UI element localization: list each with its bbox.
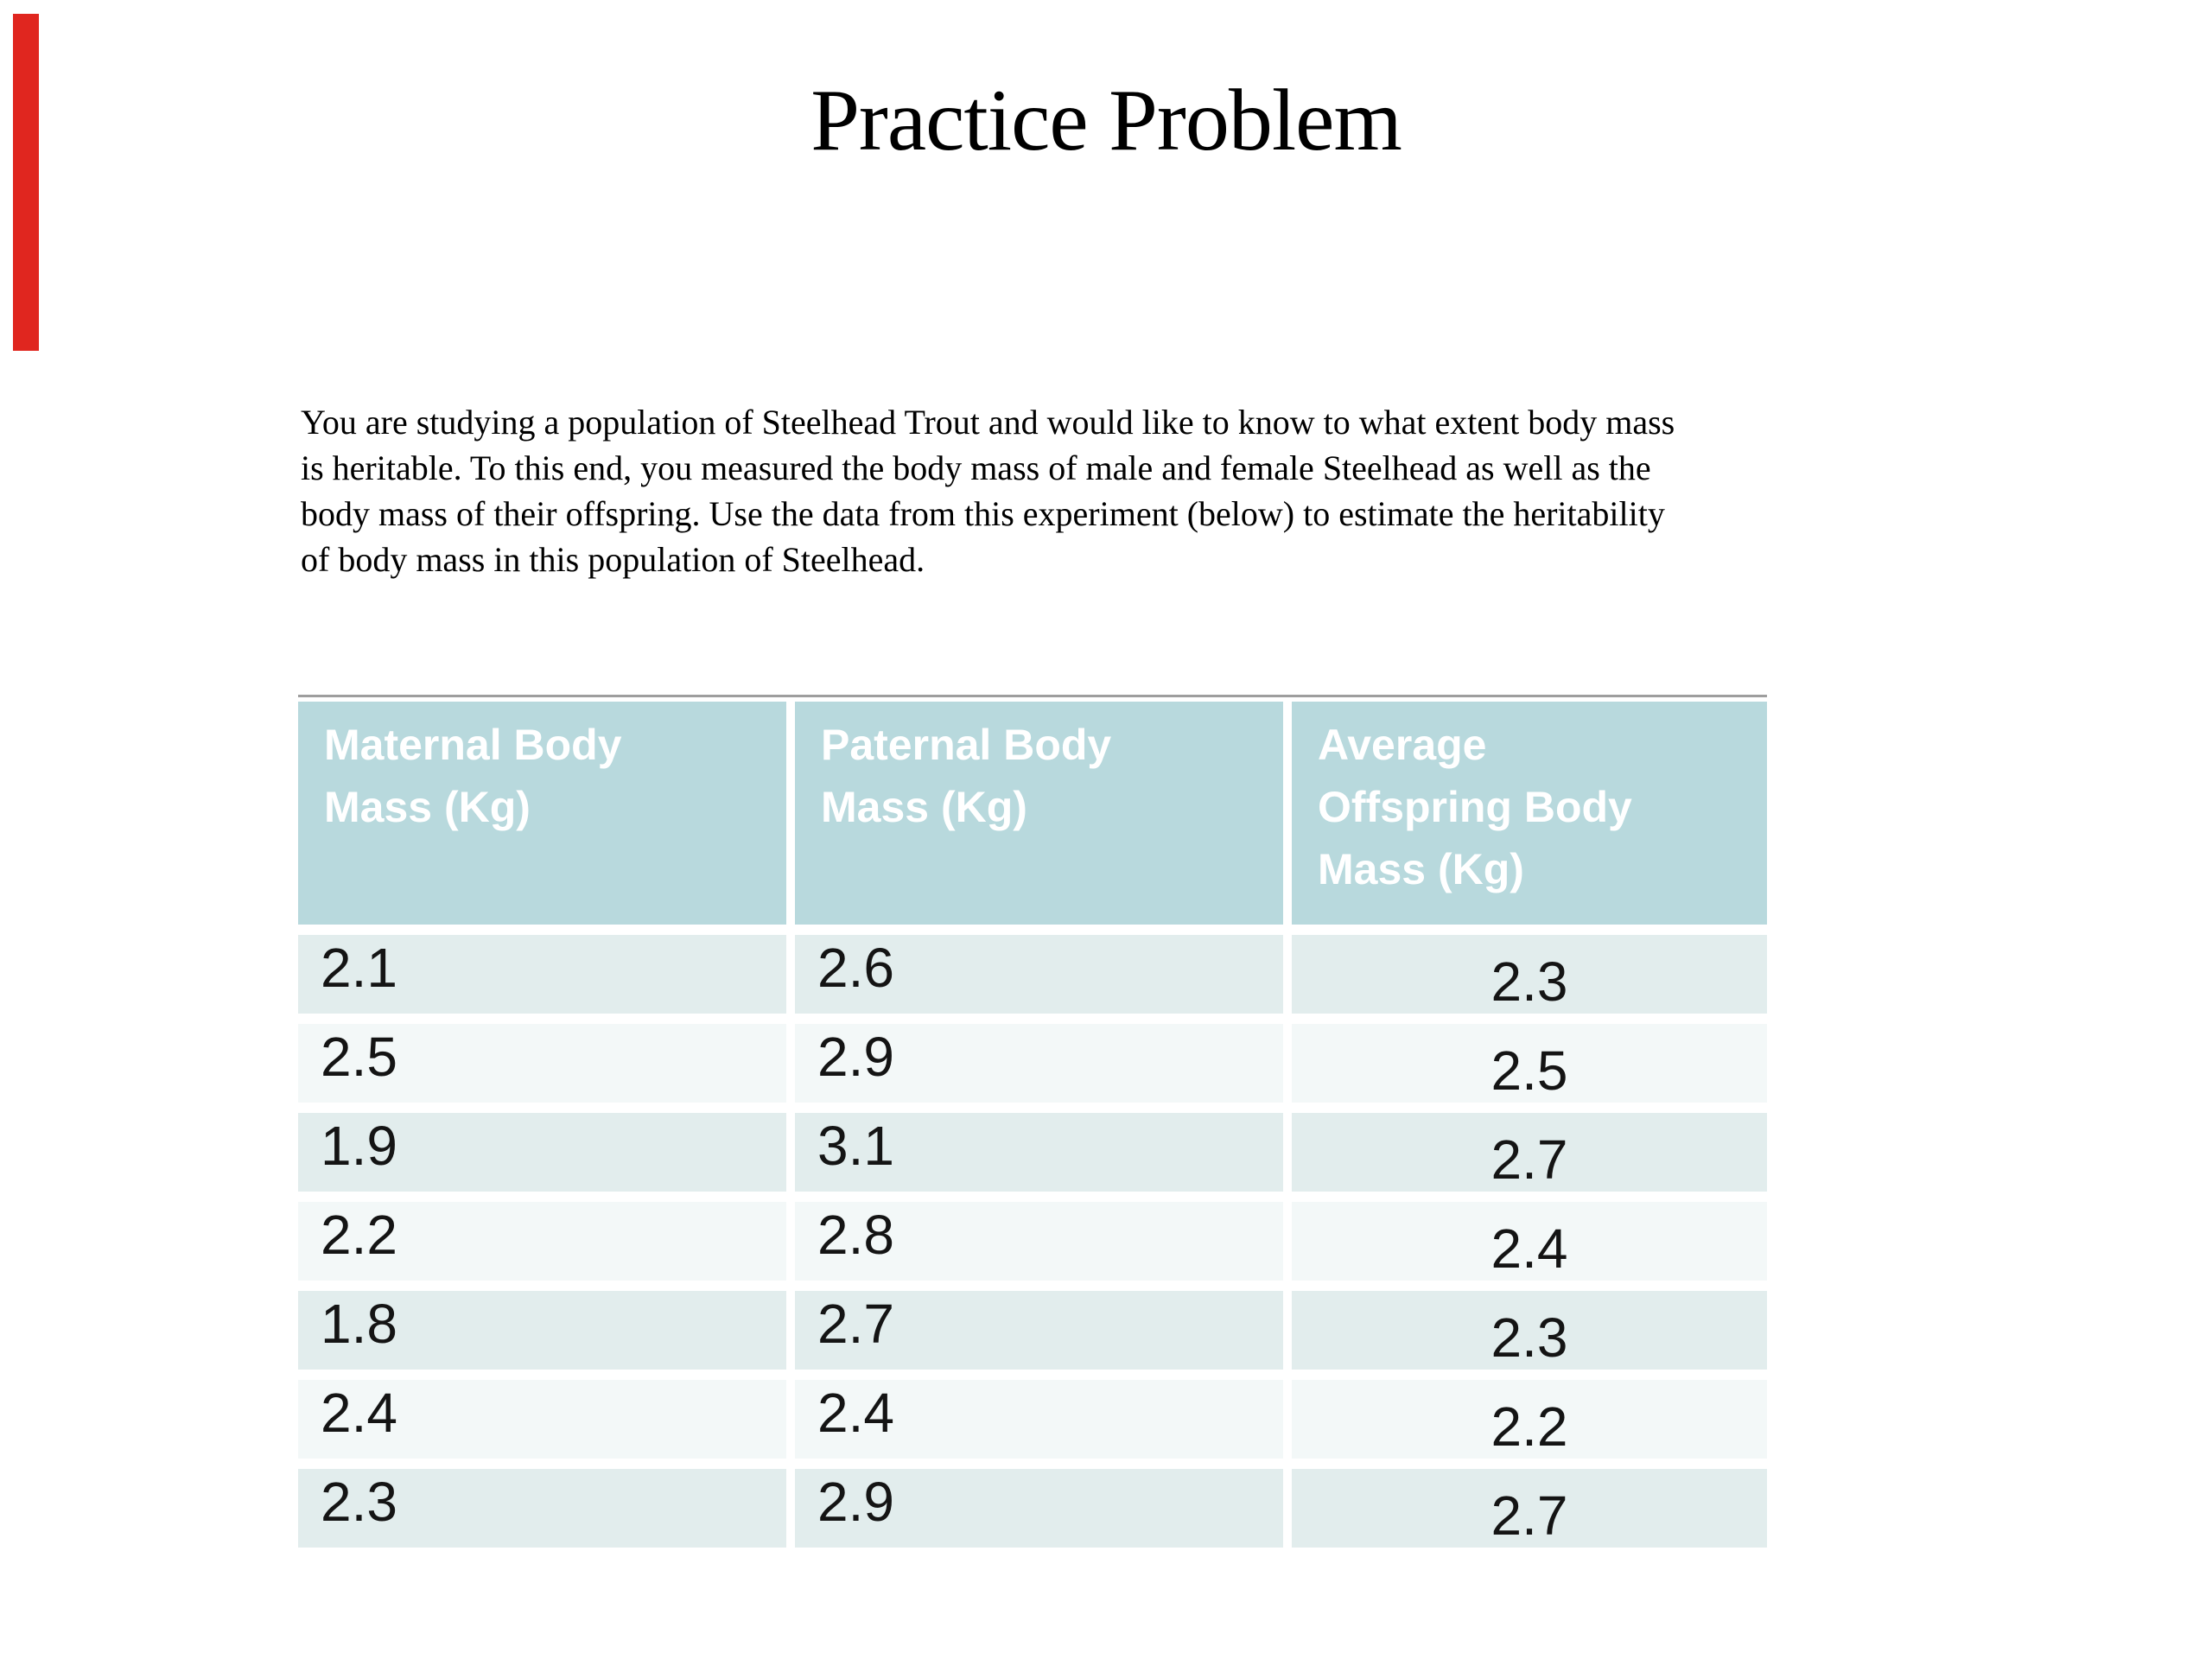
table-cell: 2.3 xyxy=(298,1469,786,1548)
table-cell: 2.5 xyxy=(298,1024,786,1103)
table-cell: 2.9 xyxy=(795,1469,1283,1548)
table-cell: 2.1 xyxy=(298,935,786,1014)
table-cell: 2.5 xyxy=(1292,1024,1767,1103)
table-cell: 2.7 xyxy=(1292,1113,1767,1192)
header-cell-maternal-body-mass: Maternal Body Mass (Kg) xyxy=(298,702,786,925)
table-cell: 1.9 xyxy=(298,1113,786,1192)
table-cell: 2.4 xyxy=(795,1380,1283,1459)
table-cell: 2.9 xyxy=(795,1024,1283,1103)
table-cell: 2.4 xyxy=(1292,1202,1767,1281)
table-cell: 3.1 xyxy=(795,1113,1283,1192)
table-cell: 1.8 xyxy=(298,1291,786,1370)
slide-title: Practice Problem xyxy=(810,72,1402,169)
header-cell-average-offspring-body-mass: Average Offspring Body Mass (Kg) xyxy=(1292,702,1767,925)
table-cell: 2.2 xyxy=(298,1202,786,1281)
header-cell-paternal-body-mass: Paternal Body Mass (Kg) xyxy=(795,702,1283,925)
table-cell: 2.6 xyxy=(795,935,1283,1014)
table-cell: 2.8 xyxy=(795,1202,1283,1281)
table-cell: 2.3 xyxy=(1292,1291,1767,1370)
table-cell: 2.4 xyxy=(298,1380,786,1459)
table-cell: 2.7 xyxy=(795,1291,1283,1370)
table-cell: 2.7 xyxy=(1292,1469,1767,1548)
table-top-rule xyxy=(298,695,1767,697)
problem-statement: You are studying a population of Steelhe… xyxy=(301,403,1675,579)
table-cell: 2.3 xyxy=(1292,935,1767,1014)
red-marker-bar xyxy=(13,14,39,351)
data-table: Maternal Body Mass (Kg) Paternal Body Ma… xyxy=(298,702,1767,1548)
table-cell: 2.2 xyxy=(1292,1380,1767,1459)
